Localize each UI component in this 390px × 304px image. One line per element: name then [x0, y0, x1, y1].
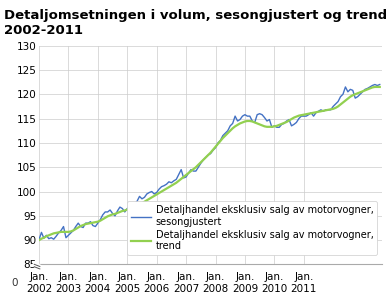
Line: Detaljhandel eksklusiv salg av motorvogner,
trend: Detaljhandel eksklusiv salg av motorvogn… — [39, 87, 380, 240]
Detaljhandel eksklusiv salg av motorvogner,
trend — [49, 233, 53, 236]
Detaljhandel eksklusiv salg av motorvogner,
trend — [98, 219, 103, 223]
Detaljhandel eksklusiv salg av motorvogner,
sesongjustert — [49, 236, 53, 240]
Detaljhandel eksklusiv salg av motorvogner,
trend — [71, 229, 76, 232]
Detaljhandel eksklusiv salg av motorvogner,
sesongjustert — [56, 231, 61, 235]
Detaljhandel eksklusiv salg av motorvogner,
sesongjustert — [375, 84, 379, 87]
Text: 0: 0 — [11, 278, 18, 288]
Detaljhandel eksklusiv salg av motorvogner,
sesongjustert — [71, 229, 76, 232]
Detaljhandel eksklusiv salg av motorvogner,
trend — [37, 238, 41, 242]
Detaljhandel eksklusiv salg av motorvogner,
sesongjustert — [378, 83, 382, 86]
Text: Detaljomsetningen i volum, sesongjustert og trend 2002-2011: Detaljomsetningen i volum, sesongjustert… — [4, 9, 387, 37]
Detaljhandel eksklusiv salg av motorvogner,
trend — [378, 85, 382, 89]
Detaljhandel eksklusiv salg av motorvogner,
sesongjustert — [37, 238, 41, 241]
Detaljhandel eksklusiv salg av motorvogner,
sesongjustert — [98, 218, 103, 222]
Detaljhandel eksklusiv salg av motorvogner,
trend — [372, 85, 377, 89]
Detaljhandel eksklusiv salg av motorvogner,
trend — [375, 85, 379, 89]
Legend: Detaljhandel eksklusiv salg av motorvogner,
sesongjustert, Detaljhandel eksklusi: Detaljhandel eksklusiv salg av motorvogn… — [128, 201, 378, 255]
Detaljhandel eksklusiv salg av motorvogner,
trend — [206, 153, 211, 157]
Detaljhandel eksklusiv salg av motorvogner,
sesongjustert — [372, 83, 377, 86]
Detaljhandel eksklusiv salg av motorvogner,
trend — [56, 230, 61, 234]
Line: Detaljhandel eksklusiv salg av motorvogner,
sesongjustert: Detaljhandel eksklusiv salg av motorvogn… — [39, 85, 380, 240]
Detaljhandel eksklusiv salg av motorvogner,
sesongjustert — [206, 153, 211, 157]
